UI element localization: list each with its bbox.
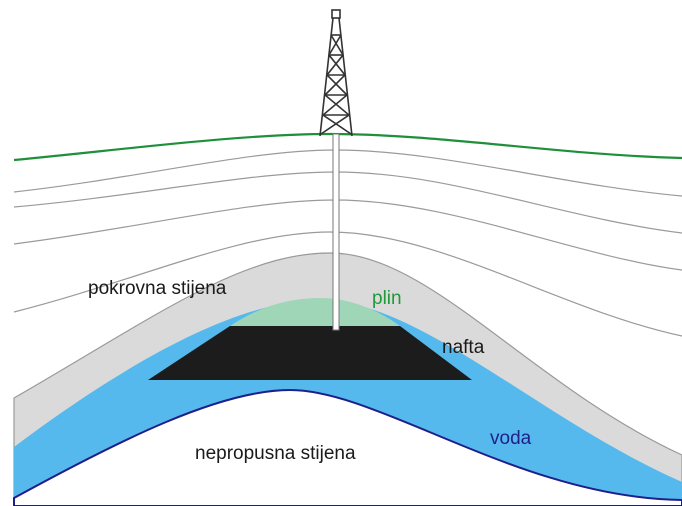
ground-surface bbox=[13, 132, 682, 162]
stratum-line bbox=[13, 171, 682, 234]
label-bedrock: nepropusna stijena bbox=[195, 443, 356, 464]
label-gas: plin bbox=[372, 288, 402, 309]
gas-pocket bbox=[230, 298, 400, 326]
stratum-line bbox=[13, 149, 682, 197]
stratum-line bbox=[13, 231, 682, 337]
oil-pocket bbox=[148, 326, 472, 380]
label-cap-rock: pokrovna stijena bbox=[88, 278, 227, 299]
bedrock bbox=[13, 388, 682, 506]
derrick bbox=[319, 9, 353, 137]
label-oil: nafta bbox=[442, 337, 485, 358]
drill-pipe bbox=[332, 133, 340, 331]
label-water: voda bbox=[490, 428, 532, 449]
